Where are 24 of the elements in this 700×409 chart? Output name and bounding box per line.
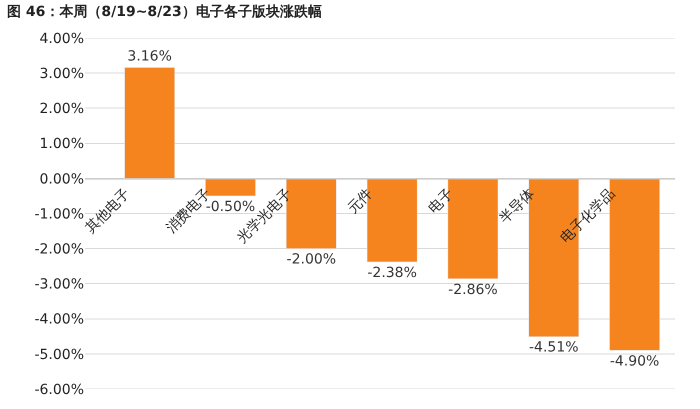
y-tick-label: 0.00% (40, 171, 84, 188)
y-tick-label: 2.00% (40, 101, 84, 118)
y-tick-label: -2.00% (34, 242, 84, 258)
y-tick-label: 3.00% (40, 66, 84, 82)
y-tick-label: -1.00% (34, 206, 84, 222)
y-tick-label: -4.00% (34, 312, 84, 328)
data-label: -4.51% (529, 340, 579, 356)
y-tick-label: 1.00% (40, 136, 84, 152)
data-label: -4.90% (610, 353, 660, 370)
data-label: -2.00% (286, 252, 336, 268)
chart-title: 图 46：本周（8/19~8/23）电子各子版块涨跌幅 (7, 4, 322, 20)
data-label: -2.86% (448, 282, 498, 298)
x-tick-label: 电子 (426, 186, 457, 217)
x-tick-label: 电子化学品 (558, 186, 618, 246)
y-tick-label: -6.00% (34, 382, 84, 398)
x-tick-label: 其他电子 (82, 186, 134, 237)
y-tick-label: -5.00% (34, 346, 84, 363)
y-tick-label: -3.00% (34, 276, 84, 293)
data-label: -2.38% (367, 264, 417, 281)
y-tick-label: 4.00% (40, 30, 84, 47)
x-tick-label: 元件 (344, 186, 376, 217)
x-tick-label: 半导体 (496, 186, 538, 227)
data-label: 3.16% (127, 48, 172, 64)
data-label: -0.50% (206, 198, 256, 215)
